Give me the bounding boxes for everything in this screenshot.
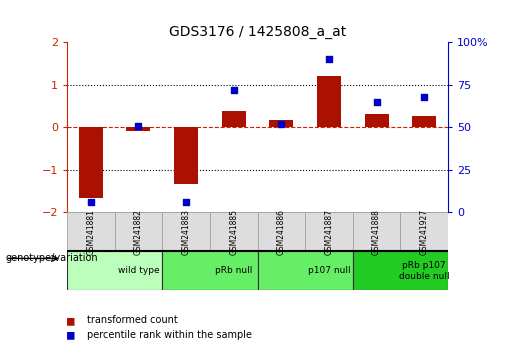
Text: GSM241888: GSM241888	[372, 209, 381, 255]
Bar	[317, 76, 341, 127]
Text: ■: ■	[67, 328, 75, 341]
Text: genotype/variation: genotype/variation	[5, 253, 98, 263]
Bar	[222, 111, 246, 127]
Text: transformed count: transformed count	[87, 315, 177, 325]
Text: GSM241885: GSM241885	[229, 209, 238, 255]
Bar	[174, 127, 198, 183]
Point	[372, 99, 381, 105]
Point	[420, 94, 428, 100]
Bar	[365, 114, 388, 127]
Bar	[67, 212, 115, 251]
Text: GSM241886: GSM241886	[277, 209, 286, 255]
Point	[182, 199, 190, 205]
Bar	[413, 115, 436, 127]
Title: GDS3176 / 1425808_a_at: GDS3176 / 1425808_a_at	[169, 25, 346, 39]
Text: wild type: wild type	[117, 266, 159, 275]
Bar	[258, 212, 305, 251]
Bar	[353, 212, 401, 251]
Text: GSM241883: GSM241883	[182, 209, 191, 255]
Text: GSM241887: GSM241887	[324, 209, 333, 255]
Bar	[258, 251, 353, 290]
Text: GSM241881: GSM241881	[87, 209, 95, 255]
Point	[134, 123, 143, 129]
Bar	[114, 212, 162, 251]
Bar	[210, 212, 258, 251]
Bar	[353, 251, 448, 290]
Bar	[79, 127, 102, 198]
Bar	[162, 251, 258, 290]
Text: pRb p107
double null: pRb p107 double null	[399, 261, 450, 280]
Text: ■: ■	[67, 314, 75, 327]
Bar	[269, 120, 293, 127]
Point	[325, 57, 333, 62]
Text: GSM241927: GSM241927	[420, 209, 428, 255]
Text: percentile rank within the sample: percentile rank within the sample	[87, 330, 251, 339]
Bar	[67, 251, 162, 290]
Bar	[162, 212, 210, 251]
Text: GSM241882: GSM241882	[134, 209, 143, 255]
Text: p107 null: p107 null	[307, 266, 350, 275]
Bar	[401, 212, 448, 251]
Point	[277, 121, 285, 127]
Point	[87, 199, 95, 205]
Bar	[127, 127, 150, 131]
Bar	[305, 212, 353, 251]
Point	[230, 87, 238, 93]
Text: pRb null: pRb null	[215, 266, 252, 275]
